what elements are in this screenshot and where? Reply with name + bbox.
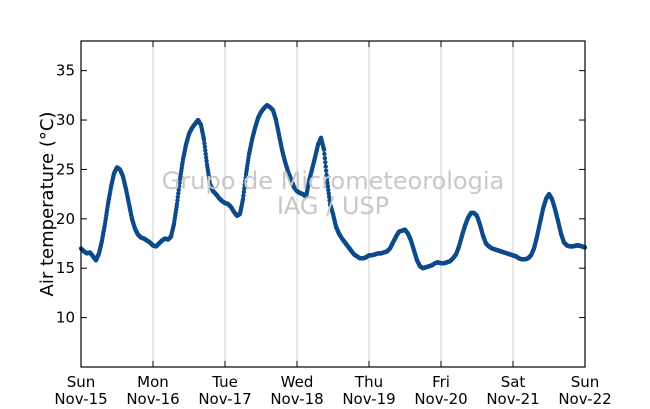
x-tick-label-day: Tue — [211, 373, 238, 391]
data-point — [204, 158, 209, 164]
data-point — [176, 187, 181, 193]
data-point — [202, 141, 207, 146]
x-tick-label-day: Fri — [432, 373, 450, 391]
data-point — [241, 193, 246, 198]
data-point — [327, 198, 332, 203]
data-point — [242, 182, 247, 188]
y-axis-label: Air temperature (°C) — [37, 112, 58, 297]
data-point — [324, 172, 329, 178]
x-tick-label-date: Nov-15 — [54, 390, 107, 408]
data-point — [240, 196, 246, 202]
data-point — [203, 151, 208, 157]
data-point — [241, 189, 247, 195]
x-tick-label-date: Nov-16 — [126, 390, 179, 408]
data-point — [174, 201, 180, 207]
x-tick-label-date: Nov-20 — [414, 390, 467, 408]
data-point — [175, 198, 180, 203]
data-point — [323, 168, 329, 174]
y-tick-label: 30 — [56, 111, 75, 129]
x-tick-label-day: Sun — [571, 373, 600, 391]
y-tick-label: 25 — [56, 160, 75, 178]
data-point — [326, 187, 331, 193]
data-point — [322, 155, 328, 161]
data-point — [175, 194, 181, 200]
x-tick-label-date: Nov-19 — [342, 390, 395, 408]
x-tick-label-day: Mon — [137, 373, 169, 391]
x-tick-label-date: Nov-21 — [486, 390, 539, 408]
data-point — [177, 180, 182, 186]
data-point — [203, 155, 209, 160]
data-point — [325, 184, 331, 189]
data-point — [243, 175, 248, 181]
data-point — [203, 148, 208, 153]
data-point — [323, 164, 328, 169]
data-point — [323, 160, 328, 165]
x-tick-label-date: Nov-17 — [198, 390, 251, 408]
y-tick-label: 20 — [56, 210, 75, 228]
x-tick-label-date: Nov-22 — [558, 390, 611, 408]
watermark-line2: IAG / USP — [277, 192, 389, 220]
data-point — [321, 147, 327, 152]
plot-frame — [80, 40, 586, 368]
y-tick-label: 10 — [56, 309, 75, 327]
x-tick-label-day: Wed — [281, 373, 314, 391]
watermark-line1: Grupo de Micrometeorologia — [162, 167, 504, 195]
x-tick-label-date: Nov-18 — [270, 390, 323, 408]
data-point — [326, 194, 332, 200]
data-point — [176, 191, 181, 196]
data-point — [322, 151, 327, 157]
grid-lines — [152, 41, 514, 367]
y-axis-ticks: 10 15 20 25 30 35 — [56, 62, 585, 327]
y-tick-label: 15 — [56, 259, 75, 277]
x-tick-label-day: Sun — [67, 373, 96, 391]
data-point — [176, 184, 182, 189]
data-point — [326, 191, 331, 196]
data-point — [242, 186, 247, 191]
data-point — [201, 137, 207, 142]
data-point — [324, 177, 330, 182]
x-tick-label-day: Sat — [501, 373, 526, 391]
data-point — [202, 144, 208, 150]
data-point — [325, 180, 330, 186]
x-axis-ticks: SunNov-15MonNov-16TueNov-17WedNov-18ThuN… — [54, 41, 612, 408]
y-tick-label: 35 — [56, 62, 75, 80]
data-points — [78, 103, 588, 271]
data-point — [242, 179, 248, 184]
x-tick-label-day: Thu — [354, 373, 383, 391]
